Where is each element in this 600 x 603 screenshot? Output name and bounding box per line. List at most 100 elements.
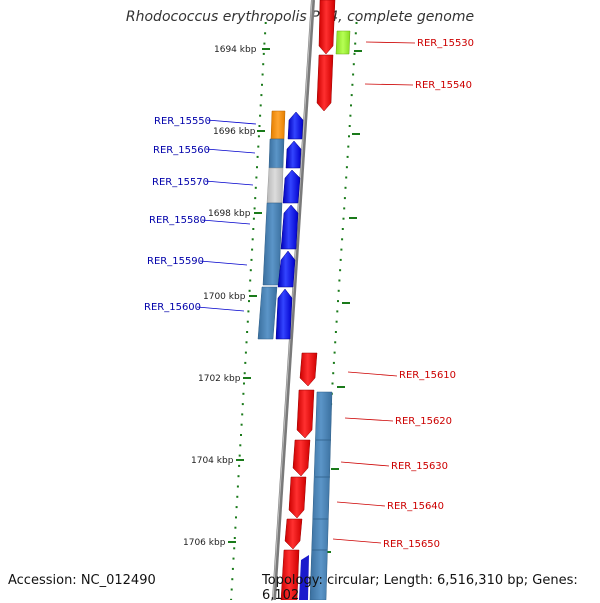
scale-major-tick (254, 212, 262, 214)
gene-feature[interactable] (335, 30, 351, 55)
scale-dot (262, 63, 265, 66)
scale-dot (256, 166, 258, 169)
scale-dot (258, 125, 261, 127)
cds-arrow[interactable] (284, 518, 303, 550)
cds-arrow[interactable] (299, 352, 318, 387)
scale-dot (248, 289, 251, 292)
gene-feature[interactable] (268, 138, 285, 169)
scale-dot (250, 258, 253, 261)
cds-arrow[interactable] (285, 140, 302, 169)
gene-label-RER_15540[interactable]: RER_15540 (415, 80, 472, 91)
scale-major-tick (262, 48, 270, 50)
gene-label-RER_15590[interactable]: RER_15590 (147, 256, 204, 267)
scale-dot (352, 63, 355, 66)
cds-arrow[interactable] (316, 54, 334, 112)
scale-dot (233, 547, 236, 550)
scale-dot (332, 361, 335, 364)
scale-dot (245, 341, 248, 344)
scale-major-tick (257, 130, 265, 132)
scale-dot (345, 176, 348, 179)
scale-dot (231, 578, 234, 581)
gene-label-RER_15630[interactable]: RER_15630 (391, 461, 448, 472)
cds-arrow[interactable] (318, 0, 336, 55)
scale-dot (252, 217, 255, 220)
scale-dot (355, 22, 358, 24)
scale-dot (257, 135, 260, 138)
genome-backbone (272, 0, 315, 600)
gene-feature[interactable] (257, 286, 278, 340)
scale-dot (261, 73, 264, 76)
scale-dot (230, 598, 233, 600)
scale-label-1698: 1698 kbp (208, 209, 251, 219)
gene-label-RER_15550[interactable]: RER_15550 (154, 116, 211, 127)
scale-dot (339, 269, 342, 272)
scale-dot (251, 238, 254, 241)
scale-dot (244, 351, 247, 354)
scale-dot (235, 506, 238, 509)
scale-dot (343, 207, 346, 210)
cds-arrow[interactable] (282, 169, 301, 204)
gene-feature[interactable] (266, 167, 284, 204)
scale-dot (236, 485, 239, 488)
cds-arrow[interactable] (280, 549, 300, 600)
cds-arrow[interactable] (287, 111, 304, 140)
gene-label-RER_15650[interactable]: RER_15650 (383, 539, 440, 550)
genome-summary-text: Topology: circular; Length: 6,516,310 bp… (262, 573, 578, 603)
cds-arrow[interactable] (280, 204, 299, 250)
cds-arrow[interactable] (296, 389, 315, 439)
gene-feature[interactable] (270, 110, 286, 140)
scale-dot (240, 423, 243, 426)
gene-feature[interactable] (262, 202, 283, 286)
gene-label-RER_15570[interactable]: RER_15570 (152, 177, 209, 188)
cds-arrow[interactable] (275, 288, 293, 340)
scale-dot (339, 258, 342, 261)
cds-track-reverse (280, 0, 336, 600)
scale-dot (351, 83, 354, 86)
scale-dot (246, 320, 249, 323)
gene-label-RER_15530[interactable]: RER_15530 (417, 38, 474, 49)
gene-label-RER_15620[interactable]: RER_15620 (395, 416, 452, 427)
gene-label-RER_15600[interactable]: RER_15600 (144, 302, 201, 313)
scale-dot (249, 279, 252, 282)
scale-dot (255, 176, 258, 179)
scale-dot (230, 588, 233, 591)
scale-label-1696: 1696 kbp (213, 127, 256, 137)
scale-dot (335, 320, 338, 323)
gene-label-RER_15560[interactable]: RER_15560 (153, 145, 210, 156)
gene-feature[interactable] (309, 391, 333, 600)
scale-dot (332, 372, 335, 375)
scale-dot (334, 341, 337, 344)
scale-dot (256, 155, 259, 158)
scale-dot (347, 145, 350, 148)
scale-dot (231, 567, 234, 570)
scale-dot (349, 114, 352, 117)
gene-track-right (309, 30, 351, 600)
scale-dot (353, 52, 356, 55)
gene-label-RER_15580[interactable]: RER_15580 (149, 215, 206, 226)
gene-label-RER_15610[interactable]: RER_15610 (399, 370, 456, 381)
scale-dot (252, 228, 255, 230)
scale-dot (240, 434, 242, 436)
scale-major-tick (342, 302, 350, 304)
scale-dot (238, 454, 241, 457)
gene-labels-right: RER_15530 RER_15540 RER_15610 RER_15620 … (332, 38, 474, 550)
cds-arrow[interactable] (288, 476, 307, 519)
cds-track-forward (275, 111, 309, 600)
cds-arrow[interactable] (299, 555, 309, 600)
gene-label-RER_15640[interactable]: RER_15640 (387, 501, 444, 512)
cds-arrow[interactable] (292, 439, 311, 477)
scale-major-tick (236, 459, 244, 461)
scale-dot (341, 238, 344, 241)
scale-label-1694: 1694 kbp (214, 45, 257, 55)
scale-dot (342, 217, 345, 220)
scale-dot (241, 403, 244, 406)
scale-dot (348, 125, 351, 127)
scale-dot (246, 331, 249, 333)
scale-dot (235, 516, 237, 519)
scale-major-tick (352, 133, 360, 135)
scale-dot (251, 248, 254, 251)
scale-dot (257, 145, 260, 148)
cds-arrow[interactable] (277, 250, 296, 288)
scale-label-1706: 1706 kbp (183, 538, 226, 548)
